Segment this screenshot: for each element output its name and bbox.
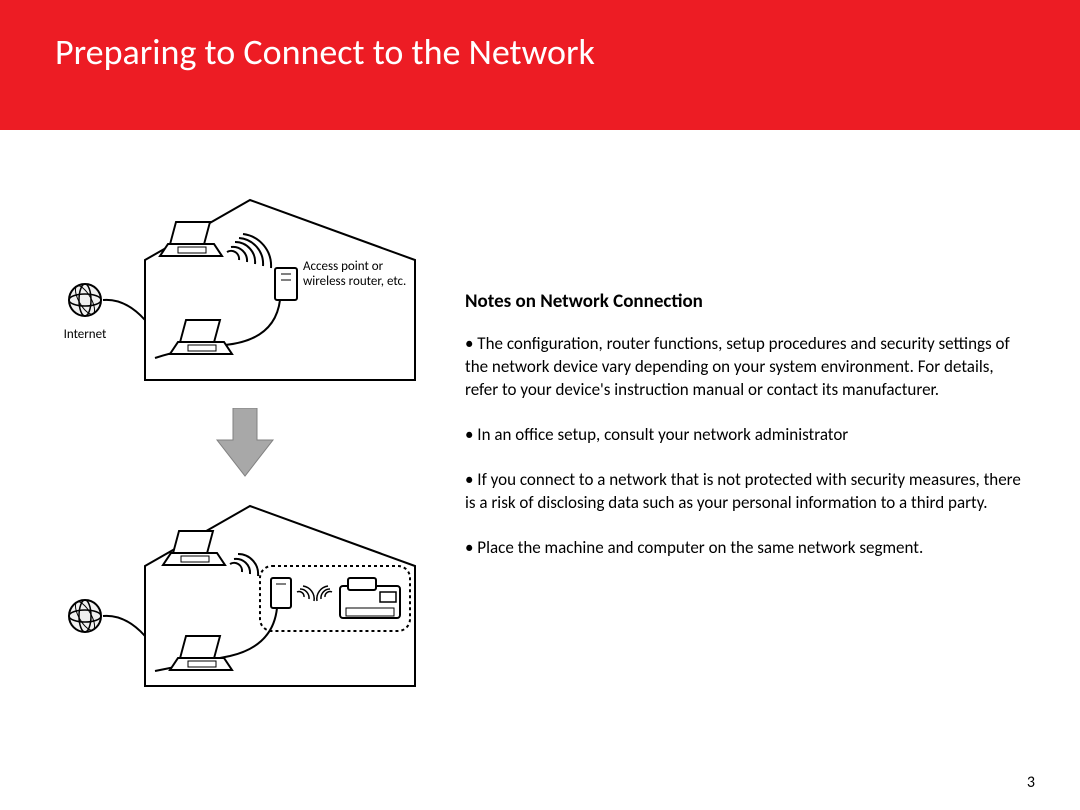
diagram-column: Internet xyxy=(55,180,455,696)
internet-label: Internet xyxy=(64,327,107,342)
note-bullet: • Place the machine and computer on the … xyxy=(465,537,1025,560)
notes-column: Notes on Network Connection • The config… xyxy=(455,180,1025,696)
page-title: Preparing to Connect to the Network xyxy=(55,30,1025,74)
note-bullet: • If you connect to a network that is no… xyxy=(465,469,1025,515)
content-area: Internet xyxy=(0,130,1080,696)
transition-arrow-icon xyxy=(215,408,455,478)
note-bullet: • The configuration, router functions, s… xyxy=(465,333,1025,402)
note-bullet: • In an office setup, consult your netwo… xyxy=(465,424,1025,447)
network-diagram-after xyxy=(55,496,455,696)
access-point-label-1: Access point or xyxy=(303,259,384,274)
header-banner: Preparing to Connect to the Network xyxy=(0,0,1080,130)
network-diagram-before: Internet xyxy=(55,190,455,390)
notes-heading: Notes on Network Connection xyxy=(465,290,1025,313)
page-number: 3 xyxy=(1027,773,1035,792)
access-point-label-2: wireless router, etc. xyxy=(303,274,406,289)
